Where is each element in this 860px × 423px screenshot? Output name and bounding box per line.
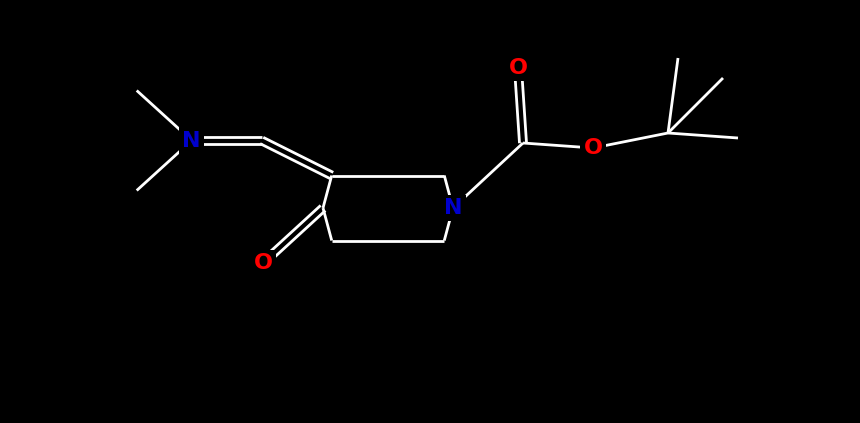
Text: N: N <box>444 198 463 218</box>
Text: O: O <box>254 253 273 273</box>
Text: N: N <box>182 131 201 151</box>
Text: O: O <box>508 58 527 78</box>
Text: O: O <box>583 138 603 158</box>
